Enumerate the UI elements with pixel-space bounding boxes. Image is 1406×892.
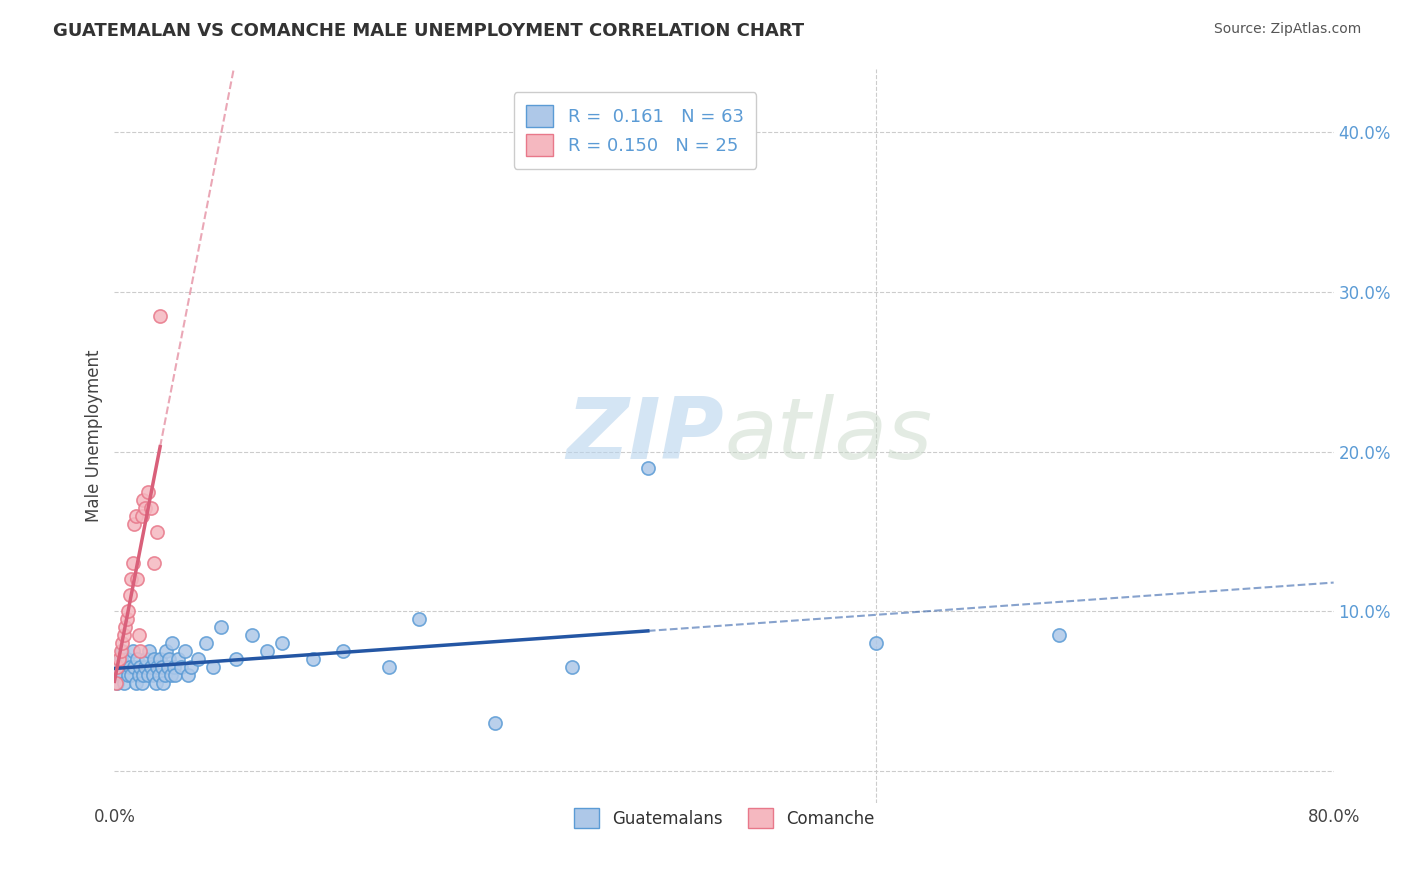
Point — [110, 652, 132, 666]
Point — [408, 612, 430, 626]
Point — [156, 660, 179, 674]
Point — [114, 620, 136, 634]
Point — [108, 660, 131, 674]
Point — [127, 652, 149, 666]
Legend: Guatemalans, Comanche: Guatemalans, Comanche — [567, 801, 882, 835]
Point — [157, 652, 180, 666]
Point — [118, 660, 141, 674]
Point — [122, 660, 145, 674]
Point — [108, 652, 131, 666]
Point — [256, 644, 278, 658]
Point — [138, 644, 160, 658]
Point — [136, 484, 159, 499]
Point — [209, 620, 232, 634]
Point — [332, 644, 354, 658]
Point — [301, 652, 323, 666]
Point — [114, 660, 136, 674]
Text: Source: ZipAtlas.com: Source: ZipAtlas.com — [1213, 22, 1361, 37]
Text: ZIP: ZIP — [567, 394, 724, 477]
Point — [148, 668, 170, 682]
Point — [122, 516, 145, 531]
Point — [194, 636, 217, 650]
Point — [139, 660, 162, 674]
Point — [240, 628, 263, 642]
Point — [139, 500, 162, 515]
Point — [165, 668, 187, 682]
Point — [111, 644, 134, 658]
Point — [163, 660, 186, 674]
Point — [152, 676, 174, 690]
Point — [484, 716, 506, 731]
Point — [131, 676, 153, 690]
Point — [117, 668, 139, 682]
Point — [150, 660, 173, 674]
Point — [377, 660, 399, 674]
Point — [104, 676, 127, 690]
Point — [141, 668, 163, 682]
Point — [143, 652, 166, 666]
Point — [153, 668, 176, 682]
Point — [129, 644, 152, 658]
Point — [134, 660, 156, 674]
Point — [187, 652, 209, 666]
Point — [110, 644, 132, 658]
Point — [131, 508, 153, 523]
Point — [146, 524, 169, 539]
Point — [202, 660, 225, 674]
Point — [180, 660, 202, 674]
Point — [149, 309, 172, 323]
Point — [107, 676, 129, 690]
Point — [225, 652, 247, 666]
Point — [112, 676, 135, 690]
Point — [173, 644, 195, 658]
Point — [149, 652, 172, 666]
Point — [134, 500, 156, 515]
Point — [146, 660, 169, 674]
Point — [104, 668, 127, 682]
Text: atlas: atlas — [724, 394, 932, 477]
Point — [176, 668, 198, 682]
Point — [128, 628, 150, 642]
Point — [136, 668, 159, 682]
Point — [127, 573, 149, 587]
Point — [125, 676, 148, 690]
Point — [637, 460, 659, 475]
Point — [120, 573, 142, 587]
Point — [107, 660, 129, 674]
Point — [121, 557, 143, 571]
Point — [121, 644, 143, 658]
Text: GUATEMALAN VS COMANCHE MALE UNEMPLOYMENT CORRELATION CHART: GUATEMALAN VS COMANCHE MALE UNEMPLOYMENT… — [53, 22, 804, 40]
Point — [865, 636, 887, 650]
Point — [129, 660, 152, 674]
Point — [115, 612, 138, 626]
Point — [145, 676, 167, 690]
Point — [135, 652, 157, 666]
Point — [112, 628, 135, 642]
Point — [111, 636, 134, 650]
Point — [132, 492, 155, 507]
Point — [120, 668, 142, 682]
Point — [143, 557, 166, 571]
Point — [118, 588, 141, 602]
Point — [1047, 628, 1070, 642]
Point — [167, 652, 190, 666]
Point — [170, 660, 193, 674]
Point — [132, 668, 155, 682]
Point — [111, 668, 134, 682]
Point — [159, 668, 181, 682]
Point — [162, 636, 184, 650]
Point — [271, 636, 294, 650]
Point — [128, 668, 150, 682]
Point — [155, 644, 177, 658]
Point — [115, 652, 138, 666]
Point — [561, 660, 583, 674]
Point — [125, 508, 148, 523]
Point — [117, 604, 139, 618]
Y-axis label: Male Unemployment: Male Unemployment — [86, 350, 103, 522]
